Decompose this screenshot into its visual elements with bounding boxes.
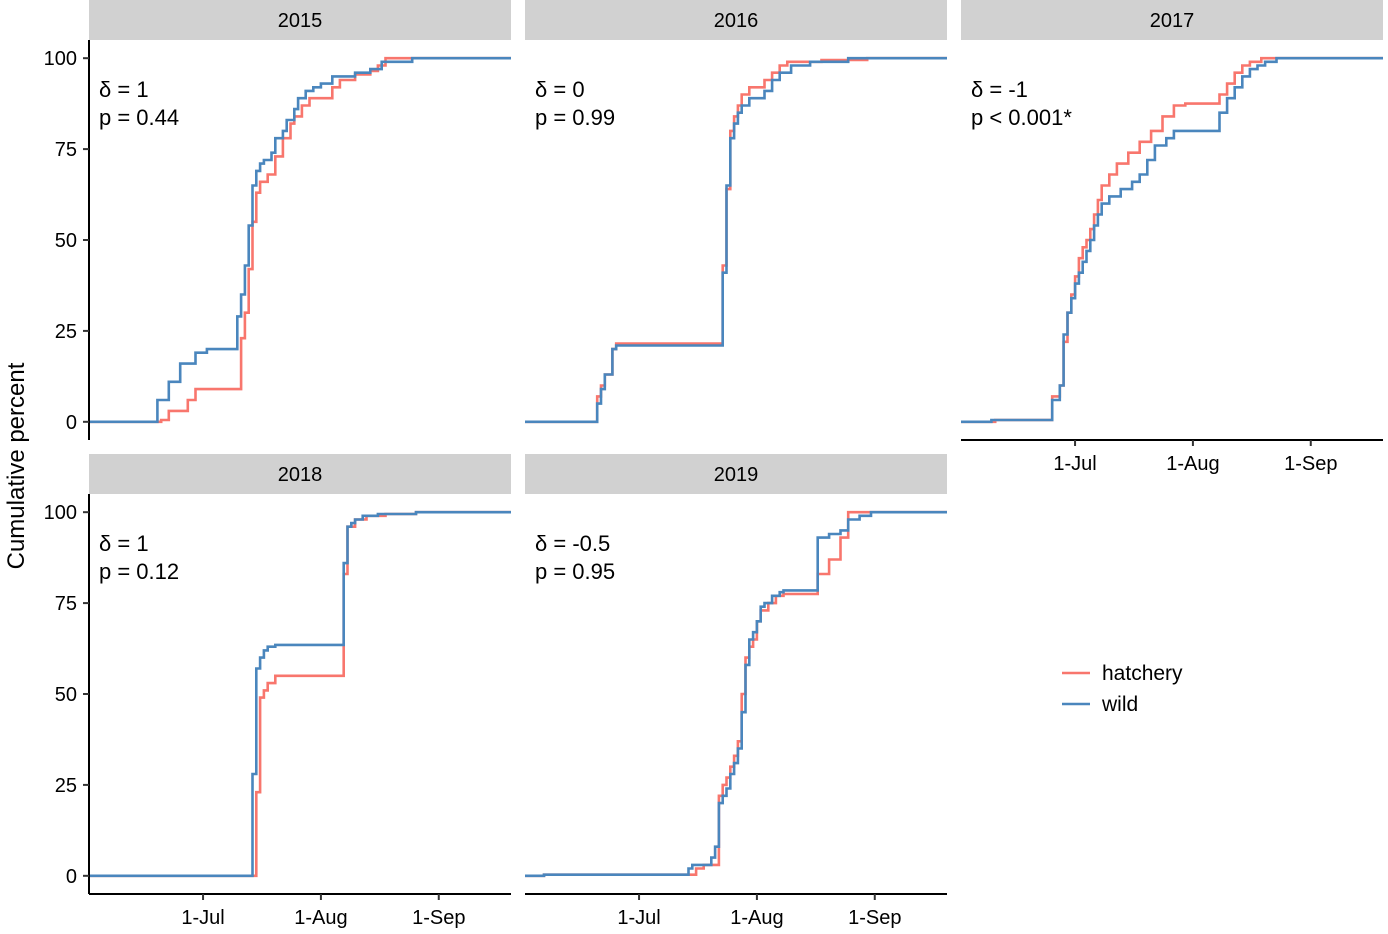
legend-label-wild: wild <box>1101 693 1138 716</box>
p-value-annotation: p = 0.99 <box>535 105 615 130</box>
y-tick-label: 75 <box>55 593 77 615</box>
panels: 2015 δ = 1 p = 0.44 0 25 50 75 100 2016 δ = 0 p = … <box>44 0 1383 929</box>
panel-2016: 2016 δ = 0 p = 0.99 <box>525 0 947 424</box>
series-line-hatchery <box>89 56 511 424</box>
facet-title: 2015 <box>278 10 323 32</box>
p-value-annotation: p = 0.95 <box>535 559 615 584</box>
panel-2017: 2017 δ = -1 p < 0.001* 1-Jul 1-Aug 1-Sep <box>961 0 1383 475</box>
delta-annotation: δ = 1 <box>99 77 149 102</box>
delta-annotation: δ = 0 <box>535 77 585 102</box>
delta-annotation: δ = 1 <box>99 531 149 556</box>
x-tick-label: 1-Aug <box>730 907 783 929</box>
facet-strip <box>525 0 947 40</box>
x-tick-label: 1-Jul <box>181 907 224 929</box>
x-tick-label: 1-Jul <box>617 907 660 929</box>
y-tick-label: 0 <box>66 866 77 888</box>
facet-title: 2018 <box>278 464 323 486</box>
y-tick-label: 0 <box>66 412 77 434</box>
x-tick-label: 1-Aug <box>294 907 347 929</box>
series-line-wild <box>89 510 511 878</box>
p-value-annotation: p = 0.44 <box>99 105 179 130</box>
y-tick-label: 50 <box>55 230 77 252</box>
legend: hatchery wild <box>1062 662 1183 716</box>
x-tick-label: 1-Jul <box>1053 453 1096 475</box>
facet-strip <box>89 0 511 40</box>
panel-2015: 2015 δ = 1 p = 0.44 0 25 50 75 100 <box>44 0 511 440</box>
delta-annotation: δ = -0.5 <box>535 531 610 556</box>
y-tick-label: 75 <box>55 139 77 161</box>
series-line-wild <box>525 56 947 424</box>
series-line-wild <box>525 510 947 878</box>
series-line-wild <box>89 56 511 424</box>
x-tick-label: 1-Sep <box>412 907 465 929</box>
x-tick-label: 1-Sep <box>1284 453 1337 475</box>
y-tick-label: 50 <box>55 684 77 706</box>
legend-label-hatchery: hatchery <box>1102 662 1183 685</box>
delta-annotation: δ = -1 <box>971 77 1028 102</box>
facet-strip <box>525 454 947 494</box>
facet-title: 2017 <box>1150 10 1195 32</box>
panel-2018: 2018 δ = 1 p = 0.12 0 25 50 75 100 1-Jul 1-Aug 1-S… <box>44 454 511 929</box>
facet-strip <box>961 0 1383 40</box>
facet-title: 2016 <box>714 10 759 32</box>
p-value-annotation: p = 0.12 <box>99 559 179 584</box>
facet-title: 2019 <box>714 464 759 486</box>
y-axis-title: Cumulative percent <box>3 362 30 569</box>
y-tick-label: 100 <box>44 48 77 70</box>
series-line-wild <box>961 56 1383 424</box>
facet-strip <box>89 454 511 494</box>
x-tick-label: 1-Aug <box>1166 453 1219 475</box>
p-value-annotation: p < 0.001* <box>971 105 1072 130</box>
y-tick-label: 100 <box>44 502 77 524</box>
y-tick-label: 25 <box>55 321 77 343</box>
x-tick-label: 1-Sep <box>848 907 901 929</box>
panel-2019: 2019 δ = -0.5 p = 0.95 1-Jul 1-Aug 1-Sep <box>525 454 947 929</box>
y-tick-label: 25 <box>55 775 77 797</box>
